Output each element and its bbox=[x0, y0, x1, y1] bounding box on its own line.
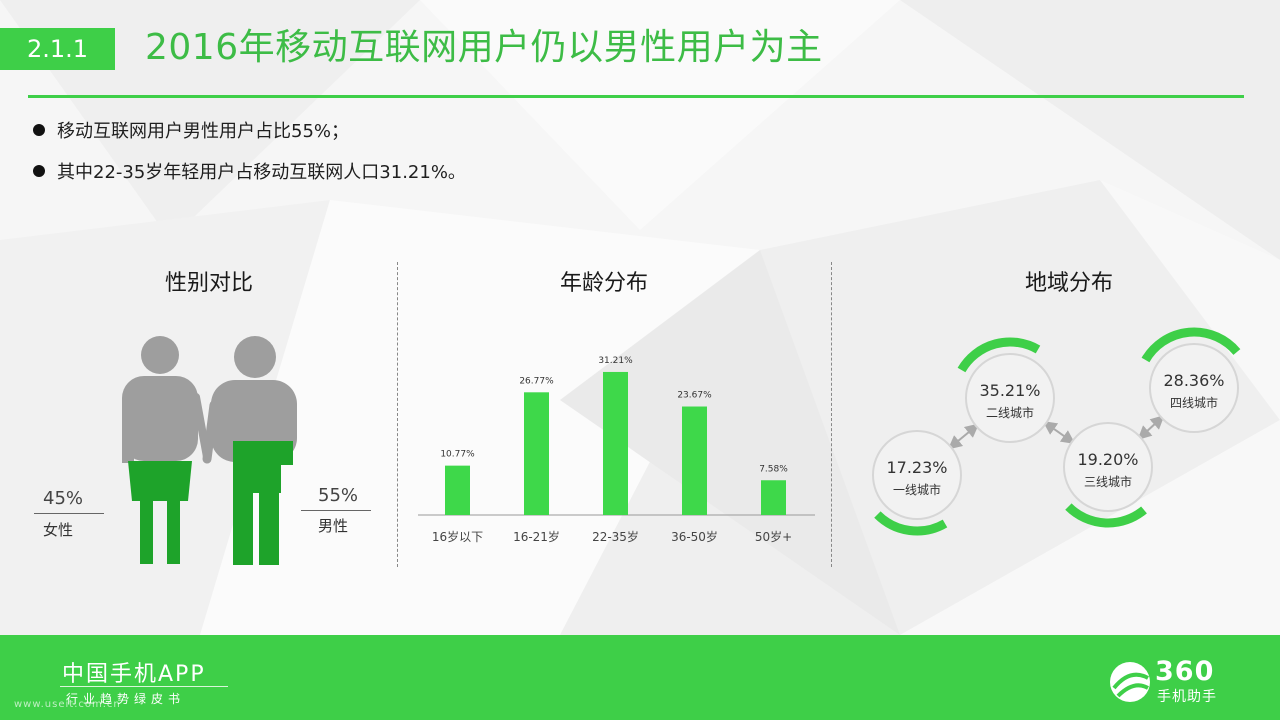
age-bar bbox=[603, 371, 628, 515]
logo-ball-icon bbox=[1110, 662, 1150, 702]
region-category-label: 四线城市 bbox=[1170, 395, 1218, 410]
footer-bar bbox=[0, 635, 1280, 720]
female-percentage: 45% bbox=[43, 488, 84, 509]
footer-subtitle: 行业趋势绿皮书 bbox=[66, 692, 186, 706]
female-silhouette bbox=[122, 336, 211, 564]
region-category-label: 三线城市 bbox=[1084, 474, 1132, 489]
gender-silhouettes bbox=[122, 336, 297, 565]
footer-brand: 中国手机APP bbox=[62, 662, 206, 687]
bar-value-label: 10.77% bbox=[440, 450, 475, 460]
title-underline bbox=[28, 95, 1244, 98]
male-label: 男性 bbox=[318, 517, 349, 535]
bullet-dot bbox=[33, 124, 45, 136]
region-connector bbox=[947, 423, 980, 450]
region-value-label: 17.23% bbox=[886, 458, 947, 477]
bullet-item: 其中22-35岁年轻用户占移动互联网人口31.21%。 bbox=[33, 160, 466, 186]
panel-divider bbox=[831, 262, 832, 567]
region-bubble bbox=[1063, 422, 1153, 512]
region-value-label: 28.36% bbox=[1163, 371, 1224, 390]
age-bar bbox=[761, 480, 786, 515]
region-bubble bbox=[965, 353, 1055, 443]
male-percentage: 55% bbox=[318, 485, 359, 506]
x-tick-label: 50岁+ bbox=[755, 529, 792, 544]
region-ring-arc bbox=[957, 337, 1041, 373]
male-rule bbox=[301, 510, 371, 511]
age-bar bbox=[524, 392, 549, 515]
region-category-label: 一线城市 bbox=[893, 482, 941, 497]
bar-value-label: 31.21% bbox=[598, 356, 633, 366]
background-facets bbox=[560, 250, 900, 635]
page-title: 2016年移动互联网用户仍以男性用户为主 bbox=[145, 27, 823, 68]
logo-number: 360 bbox=[1155, 656, 1215, 687]
region-category-label: 二线城市 bbox=[986, 405, 1034, 420]
bar-value-label: 7.58% bbox=[759, 464, 788, 474]
age-panel-title: 年龄分布 bbox=[559, 271, 648, 296]
section-number: 2.1.1 bbox=[0, 28, 115, 70]
region-value-label: 19.20% bbox=[1077, 450, 1138, 469]
region-bubble bbox=[1149, 343, 1239, 433]
bullet-text: 移动互联网用户男性用户占比55%； bbox=[57, 121, 350, 142]
bullet-item: 移动互联网用户男性用户占比55%； bbox=[33, 119, 349, 145]
female-label: 女性 bbox=[43, 521, 74, 539]
x-tick-label: 22-35岁 bbox=[592, 529, 639, 544]
logo-text: 手机助手 bbox=[1157, 689, 1217, 705]
region-ring-arc bbox=[1065, 503, 1147, 528]
region-connector bbox=[1042, 421, 1076, 444]
age-bar bbox=[682, 406, 707, 515]
region-panel-title: 地域分布 bbox=[1024, 271, 1113, 296]
region-connector bbox=[1137, 415, 1165, 440]
footer-rule bbox=[60, 686, 228, 687]
region-ring-arc bbox=[874, 511, 948, 536]
footer-website: www.useit.com.cn bbox=[14, 699, 121, 710]
x-tick-label: 16岁以下 bbox=[432, 529, 483, 544]
x-tick-label: 16-21岁 bbox=[513, 529, 560, 544]
bar-value-label: 23.67% bbox=[677, 391, 712, 401]
gender-panel-title: 性别对比 bbox=[164, 271, 253, 296]
male-silhouette bbox=[202, 336, 297, 565]
age-bar-chart: 10.77% 16岁以下 26.77% 16-21岁 31.21% 22-35岁 23.67… bbox=[418, 356, 815, 544]
x-tick-label: 36-50岁 bbox=[671, 529, 718, 544]
bullet-text: 其中22-35岁年轻用户占移动互联网人口31.21%。 bbox=[57, 162, 466, 183]
bar-value-label: 26.77% bbox=[519, 376, 554, 386]
region-value-label: 35.21% bbox=[979, 381, 1040, 400]
bullet-dot bbox=[33, 165, 45, 177]
age-bar bbox=[445, 465, 470, 515]
region-bubble bbox=[872, 430, 962, 520]
region-bubble-chart: 17.23% 一线城市 35.21% 二线城市 19.20% 三线城市 28.36% 四线城市 bbox=[872, 327, 1241, 536]
region-ring-arc bbox=[1141, 327, 1241, 363]
female-rule bbox=[34, 513, 104, 514]
panel-divider bbox=[397, 262, 398, 567]
